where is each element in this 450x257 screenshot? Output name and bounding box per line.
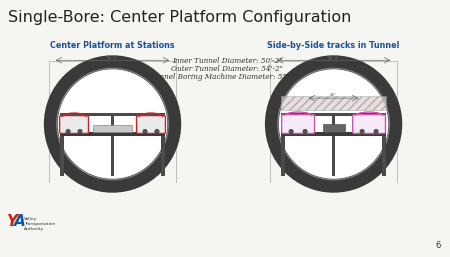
Circle shape [289,129,293,134]
Bar [382,136,386,176]
Text: Inner Tunnel Diameter: 50'-2": Inner Tunnel Diameter: 50'-2" [172,57,282,65]
Bar [161,116,165,132]
Bar [60,136,64,176]
Text: 40': 40' [330,93,337,97]
FancyBboxPatch shape [353,115,386,133]
Circle shape [51,62,174,186]
FancyBboxPatch shape [282,115,315,133]
Circle shape [272,62,395,186]
Bar [332,116,335,132]
Text: Side-by-Side tracks in Tunnel: Side-by-Side tracks in Tunnel [267,41,400,50]
Bar [161,136,165,176]
Bar [281,136,285,176]
Bar [60,113,165,116]
Text: 54'-2": 54'-2" [106,55,119,59]
Bar [60,132,165,136]
Text: Y: Y [6,214,17,228]
Bar [281,113,386,116]
Text: Tunnel Boring Machine Diameter: 55'-10": Tunnel Boring Machine Diameter: 55'-10" [150,73,304,81]
Text: Single-Bore: Center Platform Configuration: Single-Bore: Center Platform Configurati… [8,10,351,24]
Bar [93,125,132,132]
Circle shape [374,129,378,134]
Text: 50'-2": 50'-2" [328,57,340,61]
Bar [281,96,386,110]
Text: 54'-2": 54'-2" [327,55,340,59]
Text: A: A [14,214,26,228]
Text: 6: 6 [436,242,441,251]
Circle shape [66,129,70,134]
Bar [60,116,64,132]
Bar [111,116,114,132]
Bar [281,116,285,132]
Circle shape [303,129,307,134]
Circle shape [155,129,159,134]
Circle shape [360,129,364,134]
Bar [323,124,345,132]
Text: Outer Tunnel Diameter: 54'-2": Outer Tunnel Diameter: 54'-2" [171,65,283,73]
Text: Center Platform at Stations: Center Platform at Stations [50,41,175,50]
Bar [332,136,335,176]
Bar [382,116,386,132]
Text: 50'-2": 50'-2" [106,57,119,61]
FancyBboxPatch shape [59,116,89,133]
Text: Valley
Transportation
Authority: Valley Transportation Authority [24,217,55,231]
Bar [281,132,386,136]
Circle shape [143,129,147,134]
FancyBboxPatch shape [136,116,166,133]
Circle shape [78,129,82,134]
Bar [111,136,114,176]
